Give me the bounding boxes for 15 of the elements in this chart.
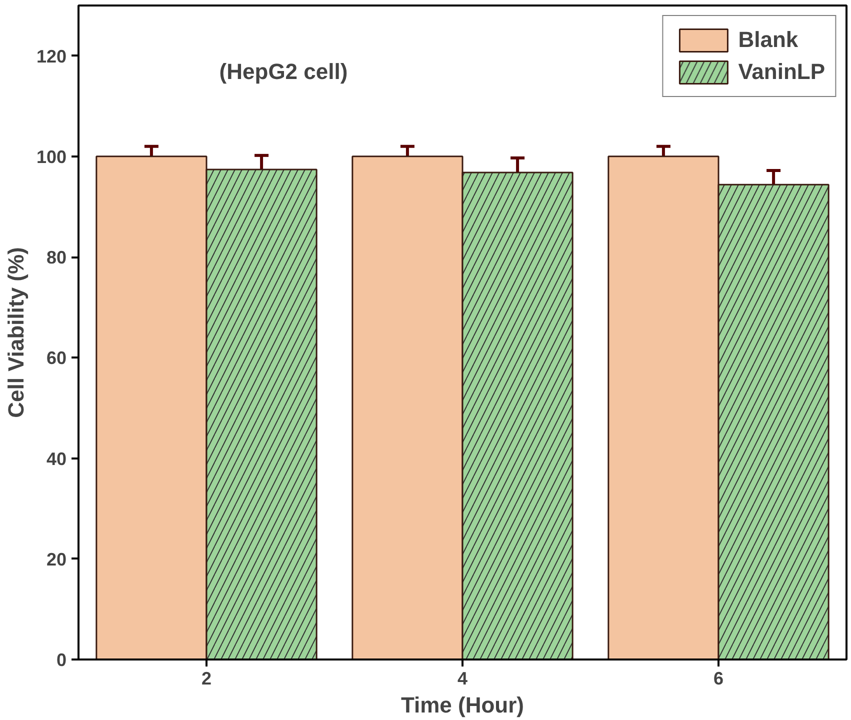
x-tick-label: 4 — [457, 668, 468, 688]
y-tick-label: 20 — [46, 549, 67, 570]
y-tick-label: 0 — [56, 650, 67, 670]
y-tick-label: 60 — [46, 348, 67, 368]
y-axis-title: Cell Viability (%) — [3, 247, 28, 418]
y-tick-label: 120 — [36, 46, 67, 66]
x-tick-label: 6 — [713, 668, 724, 688]
legend-label: VaninLP — [738, 59, 825, 85]
y-tick-label: 80 — [46, 248, 67, 268]
y-tick-label: 100 — [36, 146, 67, 167]
x-tick-label: 2 — [201, 668, 212, 688]
x-axis-title: Time (Hour) — [400, 692, 524, 718]
annotation: (HepG2 cell) — [219, 58, 348, 84]
legend-label: Blank — [738, 27, 798, 53]
y-tick-label: 40 — [46, 448, 67, 469]
